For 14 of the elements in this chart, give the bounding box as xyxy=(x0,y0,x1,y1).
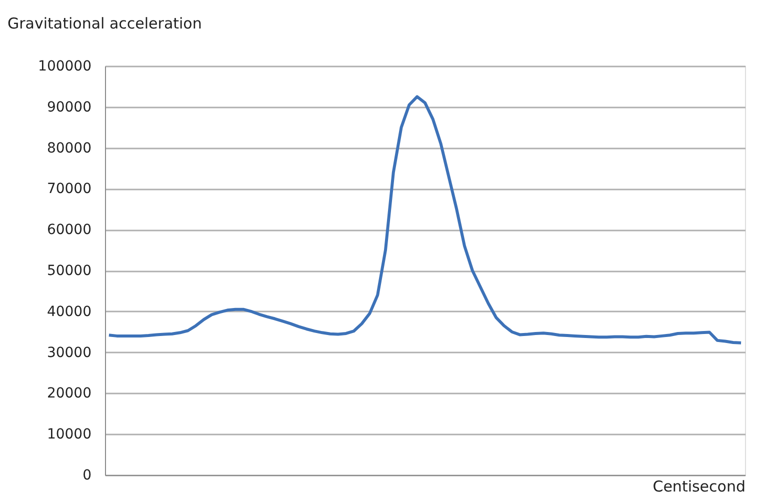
y-tick-label: 60000 xyxy=(46,222,92,238)
y-tick-label: 10000 xyxy=(46,426,92,443)
y-tick-label: 70000 xyxy=(46,181,92,198)
y-tick-label: 20000 xyxy=(46,386,92,402)
y-tick-label: 0 xyxy=(82,468,92,484)
y-tick-label: 50000 xyxy=(46,263,92,279)
y-tick-label: 100000 xyxy=(38,58,92,74)
y-tick-label: 40000 xyxy=(46,304,92,320)
y-tick-label: 80000 xyxy=(46,140,92,156)
y-axis-title: Gravitational acceleration xyxy=(8,14,202,32)
line-series xyxy=(107,95,743,344)
x-axis-title: Centisecond xyxy=(652,478,746,496)
y-tick-label: 90000 xyxy=(46,99,92,116)
y-tick-label: 30000 xyxy=(46,344,92,361)
